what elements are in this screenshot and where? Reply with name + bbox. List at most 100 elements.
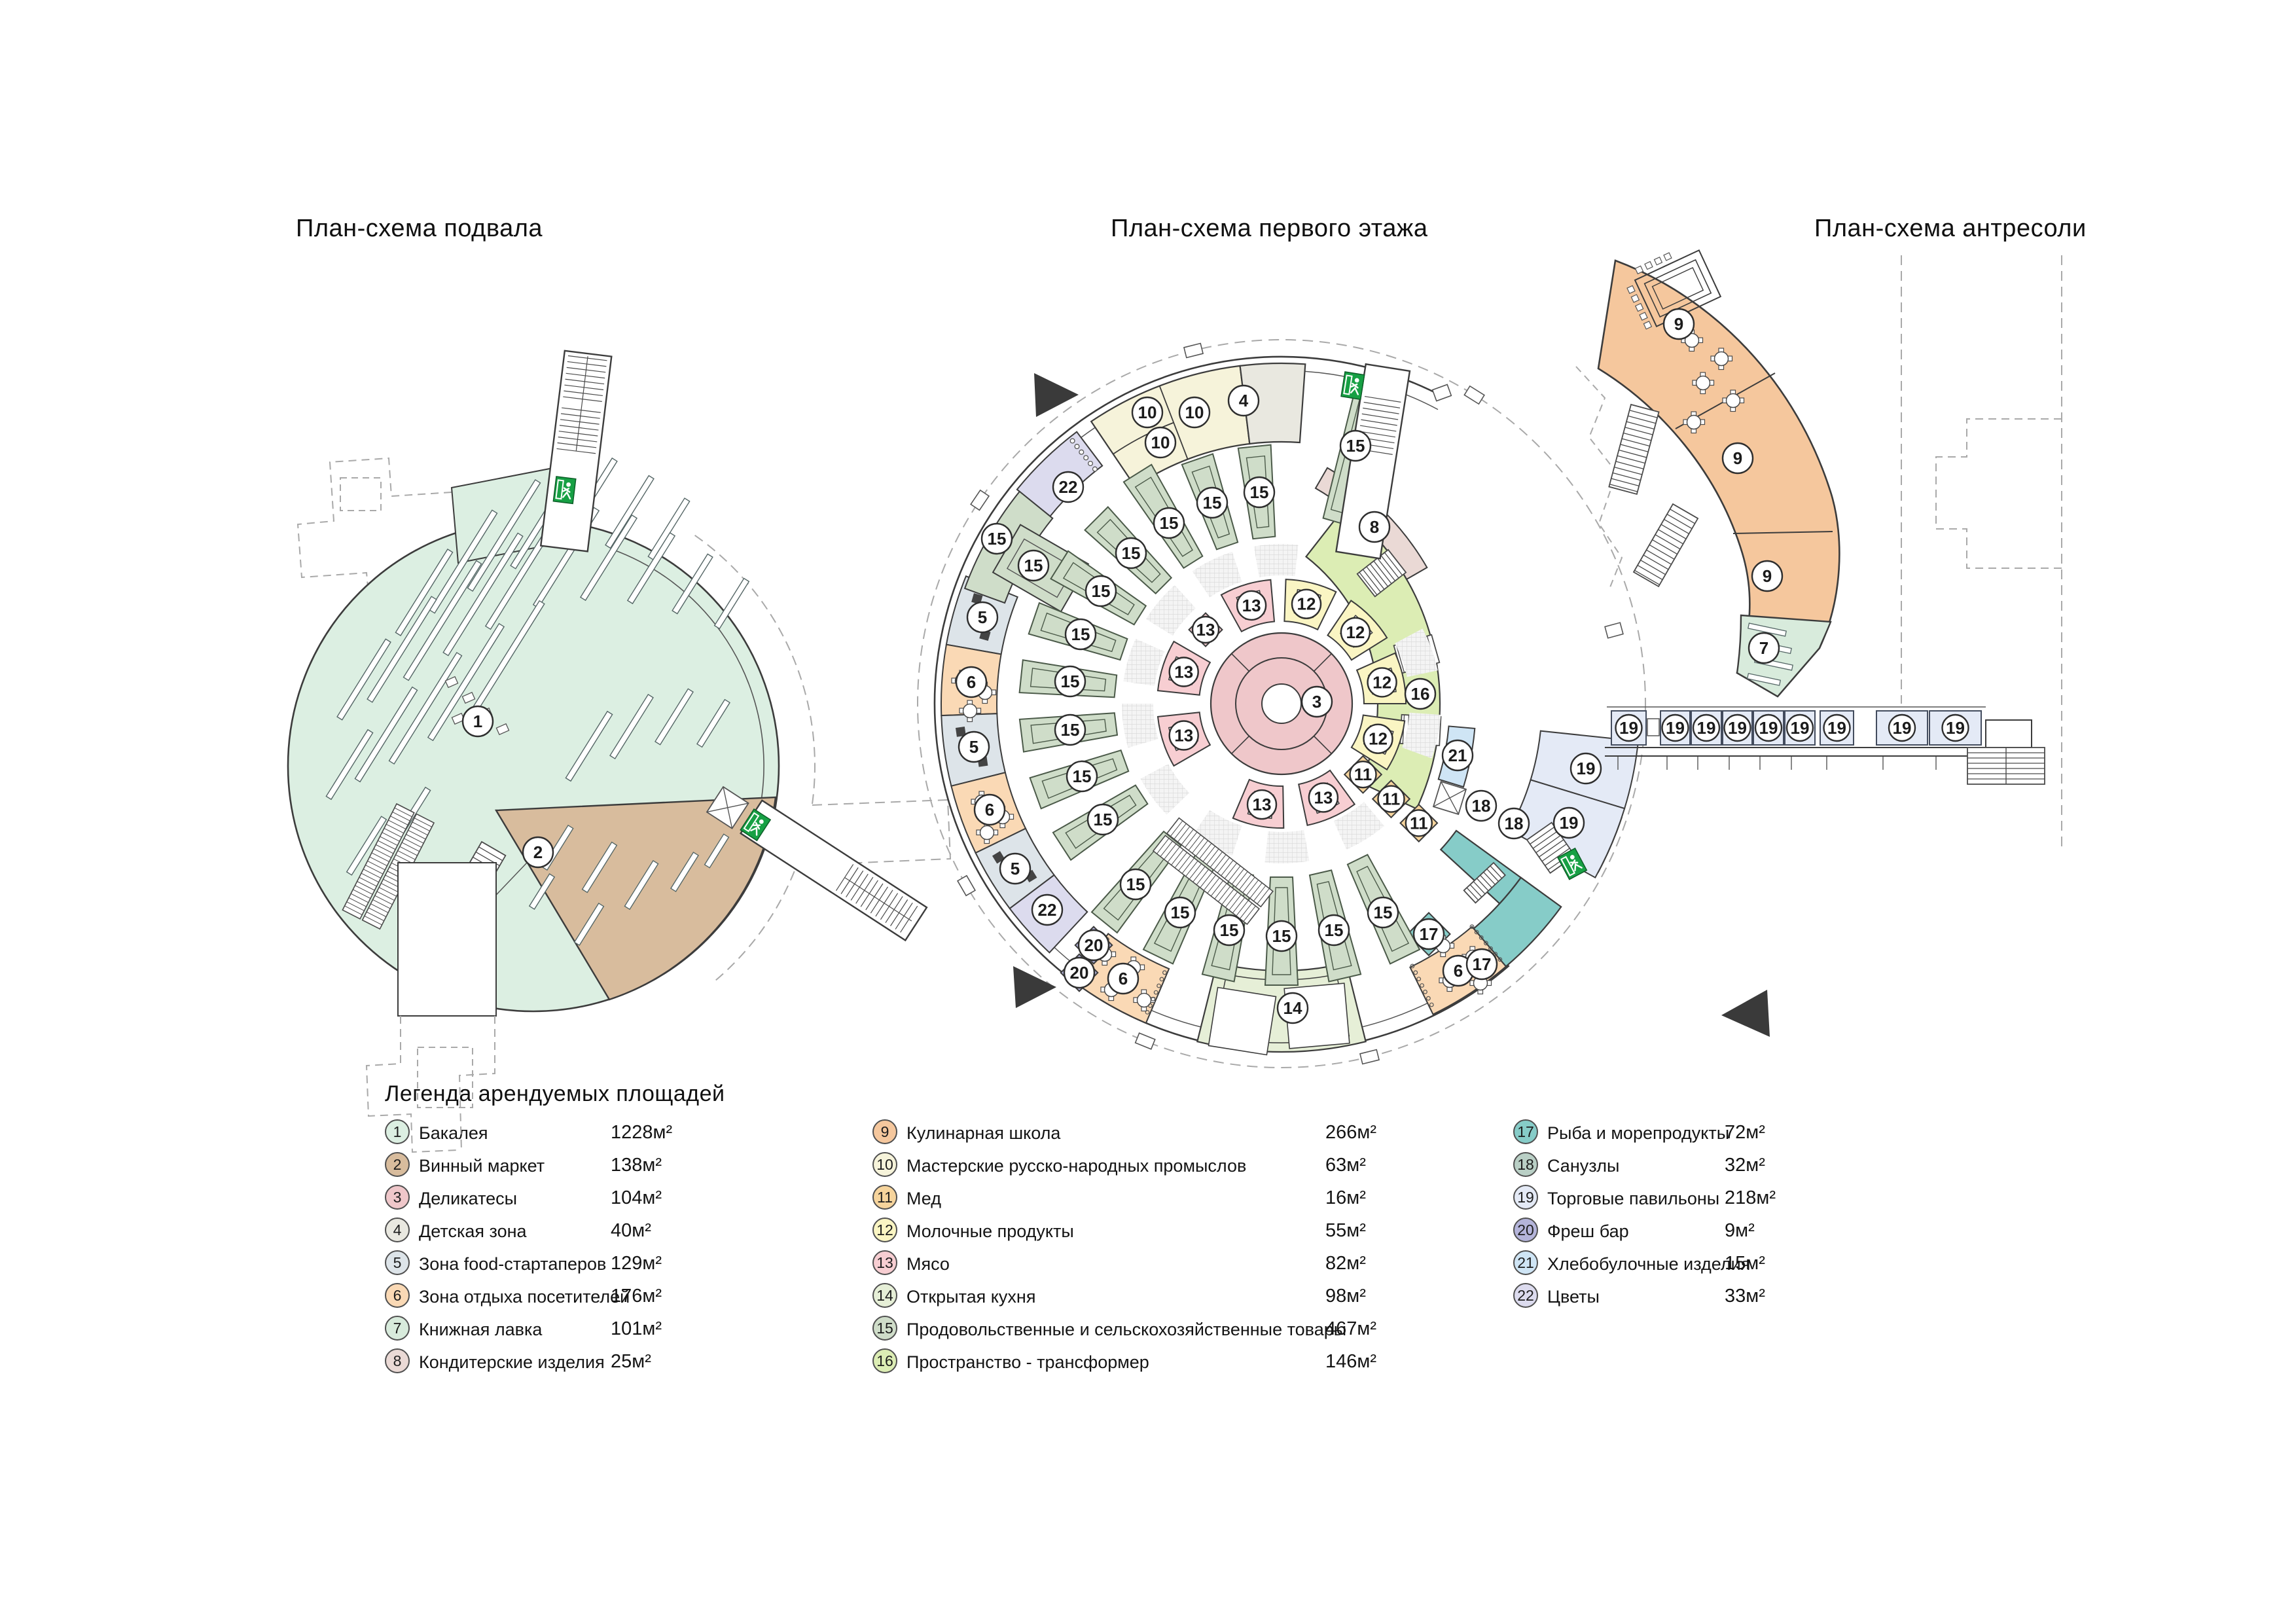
zone-marker-19: 19: [1941, 713, 1969, 742]
escalator-tread: [1203, 875, 1217, 891]
legend-item-number: 8: [393, 1352, 402, 1369]
legend-item-area: 146м²: [1325, 1351, 1376, 1372]
legend-item-label: Мясо: [906, 1254, 950, 1274]
exit-sign-icon: [1340, 371, 1365, 401]
stair-tread: [1359, 571, 1378, 596]
wine-shelf-row: [581, 841, 618, 893]
zone-marker-number: 15: [1325, 920, 1344, 940]
table-top: [962, 703, 978, 719]
zone-marker-circle: [1367, 896, 1399, 929]
stair-tread: [1614, 466, 1643, 475]
escalator-tread: [367, 860, 386, 871]
door-mark: [956, 875, 977, 897]
bench-dot: [1498, 957, 1503, 962]
zone-marker-20: 20: [1077, 929, 1110, 962]
zone-marker-13: 13: [1191, 615, 1220, 644]
escalator-tread: [1157, 838, 1170, 854]
legend-item-area: 101м²: [611, 1318, 662, 1339]
zone-marker-13: 13: [1168, 657, 1199, 687]
zone-marker-15: 15: [1086, 803, 1119, 836]
cafe-table: [1683, 411, 1706, 434]
flower-stand-dot: [1087, 460, 1094, 467]
bench-dot: [1416, 977, 1422, 981]
zone-divider: [1113, 422, 1174, 455]
stairs-outline: [1463, 861, 1507, 904]
stair-tread: [1629, 410, 1658, 418]
exit-sign-icon: [740, 808, 772, 842]
zone-marker-circle: [1054, 665, 1086, 698]
legend-item-number: 5: [393, 1254, 402, 1271]
zone-marker-15: 15: [1243, 476, 1276, 509]
exit-door-glyph: [555, 479, 564, 500]
stall-inner-line: [1040, 612, 1117, 653]
escalator-tread: [1214, 883, 1227, 899]
cafe-table: [1722, 389, 1745, 412]
stall-inner-line: [1134, 477, 1193, 557]
door-mark: [1431, 384, 1452, 402]
stair-tread: [1476, 878, 1489, 892]
zone-marker-11: 11: [1349, 760, 1377, 789]
legend-item-label: Мастерские русско-народных промыслов: [906, 1156, 1247, 1176]
zone-marker-21: 21: [1441, 739, 1474, 772]
shelf-row: [429, 509, 498, 614]
kids-zone-4: [1239, 362, 1306, 445]
zone-marker-11: 11: [1377, 785, 1405, 813]
zone-marker-number: 20: [1070, 963, 1089, 983]
stair-tread: [1373, 560, 1392, 585]
bench-dot: [1413, 970, 1418, 975]
legend-item-number: 21: [1517, 1254, 1534, 1271]
shelf-row: [336, 638, 391, 721]
zone-marker-14: 14: [1276, 992, 1309, 1024]
legend-color-circle: 3: [385, 1185, 410, 1210]
escalator-tread: [1171, 849, 1184, 865]
zone-marker-number: 19: [1697, 718, 1716, 738]
stair-tread: [1384, 552, 1403, 576]
north-stair-corridor: [539, 350, 613, 552]
escalator-tread: [1196, 869, 1210, 886]
zone-marker-circle: [1265, 920, 1298, 952]
runner-body: [1350, 382, 1359, 395]
lift-shaft: [706, 785, 749, 829]
zone-marker-number: 11: [1410, 813, 1428, 833]
escalator-tread: [1217, 857, 1230, 873]
zone-marker-number: 15: [1094, 810, 1113, 829]
legend-item-number: 6: [393, 1286, 402, 1304]
dashed-arc-se: [713, 871, 795, 983]
runner-head: [759, 819, 764, 824]
door-mark: [1359, 1049, 1380, 1065]
zone-marker-15: 15: [1054, 665, 1086, 698]
escalator-tread: [1242, 876, 1255, 893]
cart-icon: [444, 676, 459, 689]
zone-marker-circle: [1721, 442, 1754, 475]
zone-marker-circle: [1441, 739, 1474, 772]
stair-tread: [1376, 558, 1396, 581]
legend-item-area: 32м²: [1725, 1155, 1765, 1176]
zone-marker-20: 20: [1063, 956, 1096, 989]
dashed-step-contour: [1935, 418, 2062, 569]
legend-item-number: 18: [1517, 1155, 1534, 1173]
escalator-tread: [1221, 859, 1234, 876]
legend-color-circle: 12: [872, 1218, 897, 1242]
shaft-cross: [706, 786, 749, 829]
zone-marker-15: 15: [1265, 920, 1298, 952]
legend-item-label: Фреш бар: [1547, 1221, 1629, 1241]
zone-marker-18: 18: [1498, 807, 1530, 840]
workshops-zone-10: [1090, 365, 1251, 488]
stair-tread: [1611, 478, 1640, 487]
shelf-row: [605, 475, 655, 549]
zone-marker-4: 4: [1227, 384, 1260, 417]
zone-marker-number: 15: [1220, 920, 1239, 940]
shelf-row: [346, 816, 387, 876]
escalator-tread: [1202, 846, 1215, 862]
stairs-outline: [1632, 503, 1699, 588]
legend-item-label: Торговые павильоны: [1547, 1189, 1720, 1208]
zone-marker-circle: [1751, 560, 1784, 592]
zone-marker-16: 16: [1404, 677, 1437, 710]
legend-item-number: 13: [876, 1254, 893, 1271]
amphitheatre-stairs: [1356, 549, 1407, 598]
zone-marker-circle: [1236, 590, 1267, 621]
zone-marker-15: 15: [1064, 618, 1097, 651]
escalator-tread: [412, 821, 430, 831]
bench-dot: [1151, 996, 1156, 1001]
kitchen-island: [1208, 986, 1277, 1056]
